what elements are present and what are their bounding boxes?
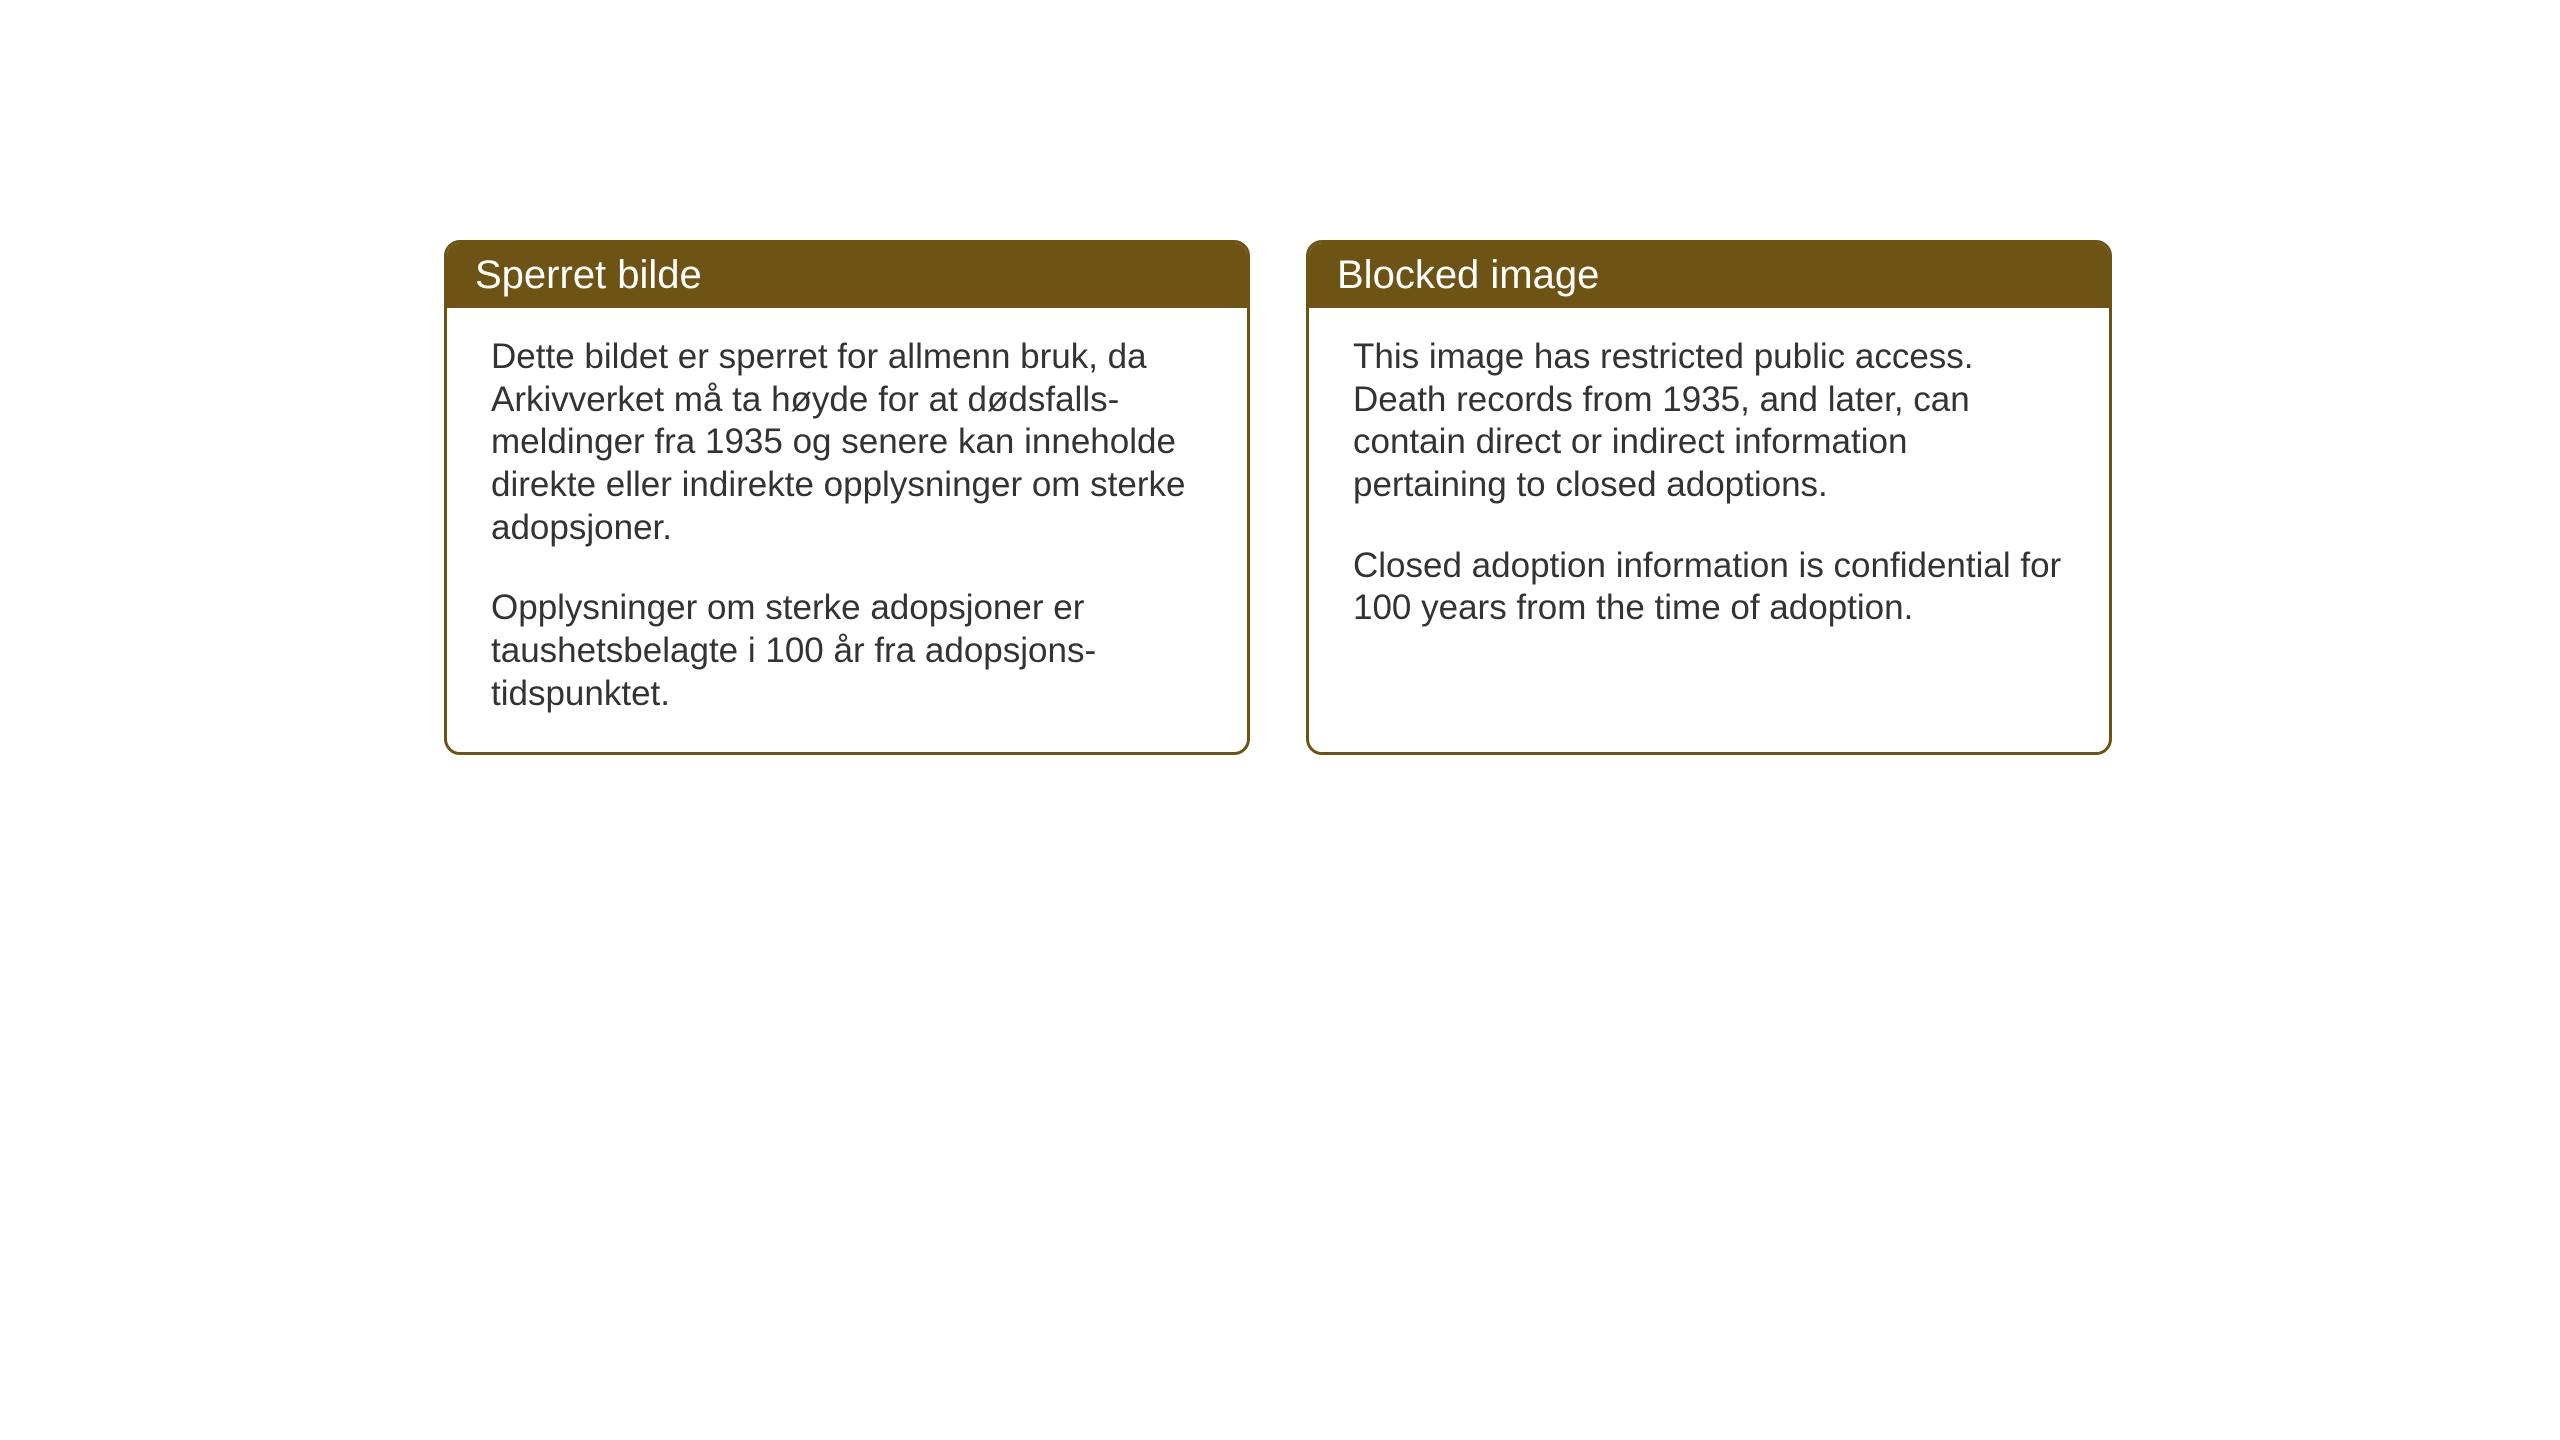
card-body-norwegian: Dette bildet er sperret for allmenn bruk… (447, 308, 1247, 752)
notice-card-english: Blocked image This image has restricted … (1306, 240, 2112, 755)
card-header-norwegian: Sperret bilde (447, 243, 1247, 308)
card-paragraph: Closed adoption information is confident… (1353, 545, 2065, 630)
notice-card-norwegian: Sperret bilde Dette bildet er sperret fo… (444, 240, 1250, 755)
card-paragraph: This image has restricted public access.… (1353, 336, 2065, 507)
card-title: Sperret bilde (475, 253, 702, 297)
card-paragraph: Dette bildet er sperret for allmenn bruk… (491, 336, 1203, 549)
card-header-english: Blocked image (1309, 243, 2109, 308)
card-body-english: This image has restricted public access.… (1309, 308, 2109, 728)
notice-cards-container: Sperret bilde Dette bildet er sperret fo… (444, 240, 2112, 755)
card-paragraph: Opplysninger om sterke adopsjoner er tau… (491, 587, 1203, 715)
card-title: Blocked image (1337, 253, 1599, 297)
